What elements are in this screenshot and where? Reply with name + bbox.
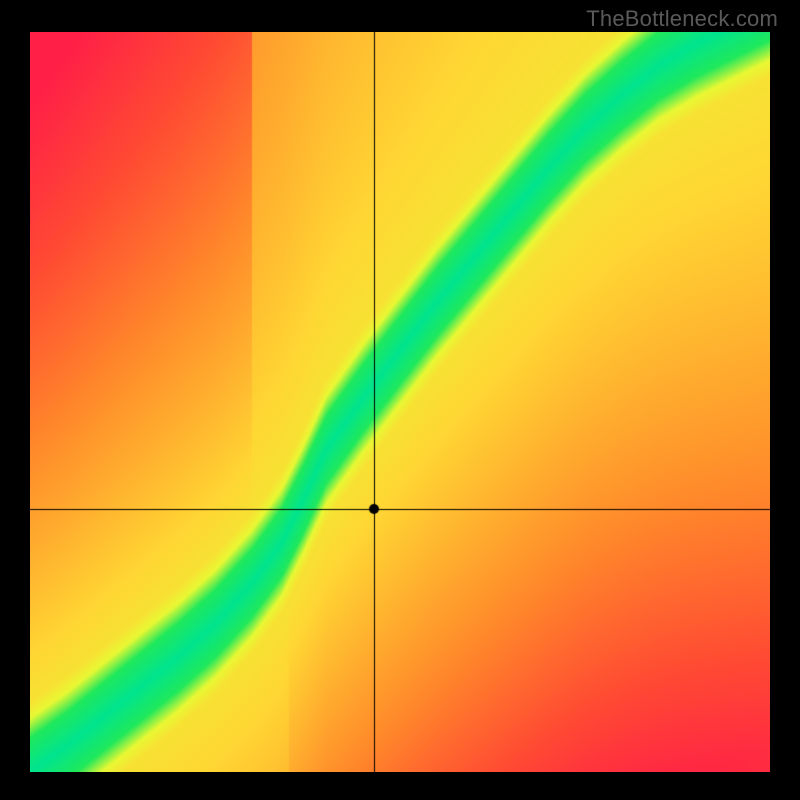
bottleneck-heatmap: [30, 32, 770, 772]
watermark-text: TheBottleneck.com: [586, 6, 778, 32]
